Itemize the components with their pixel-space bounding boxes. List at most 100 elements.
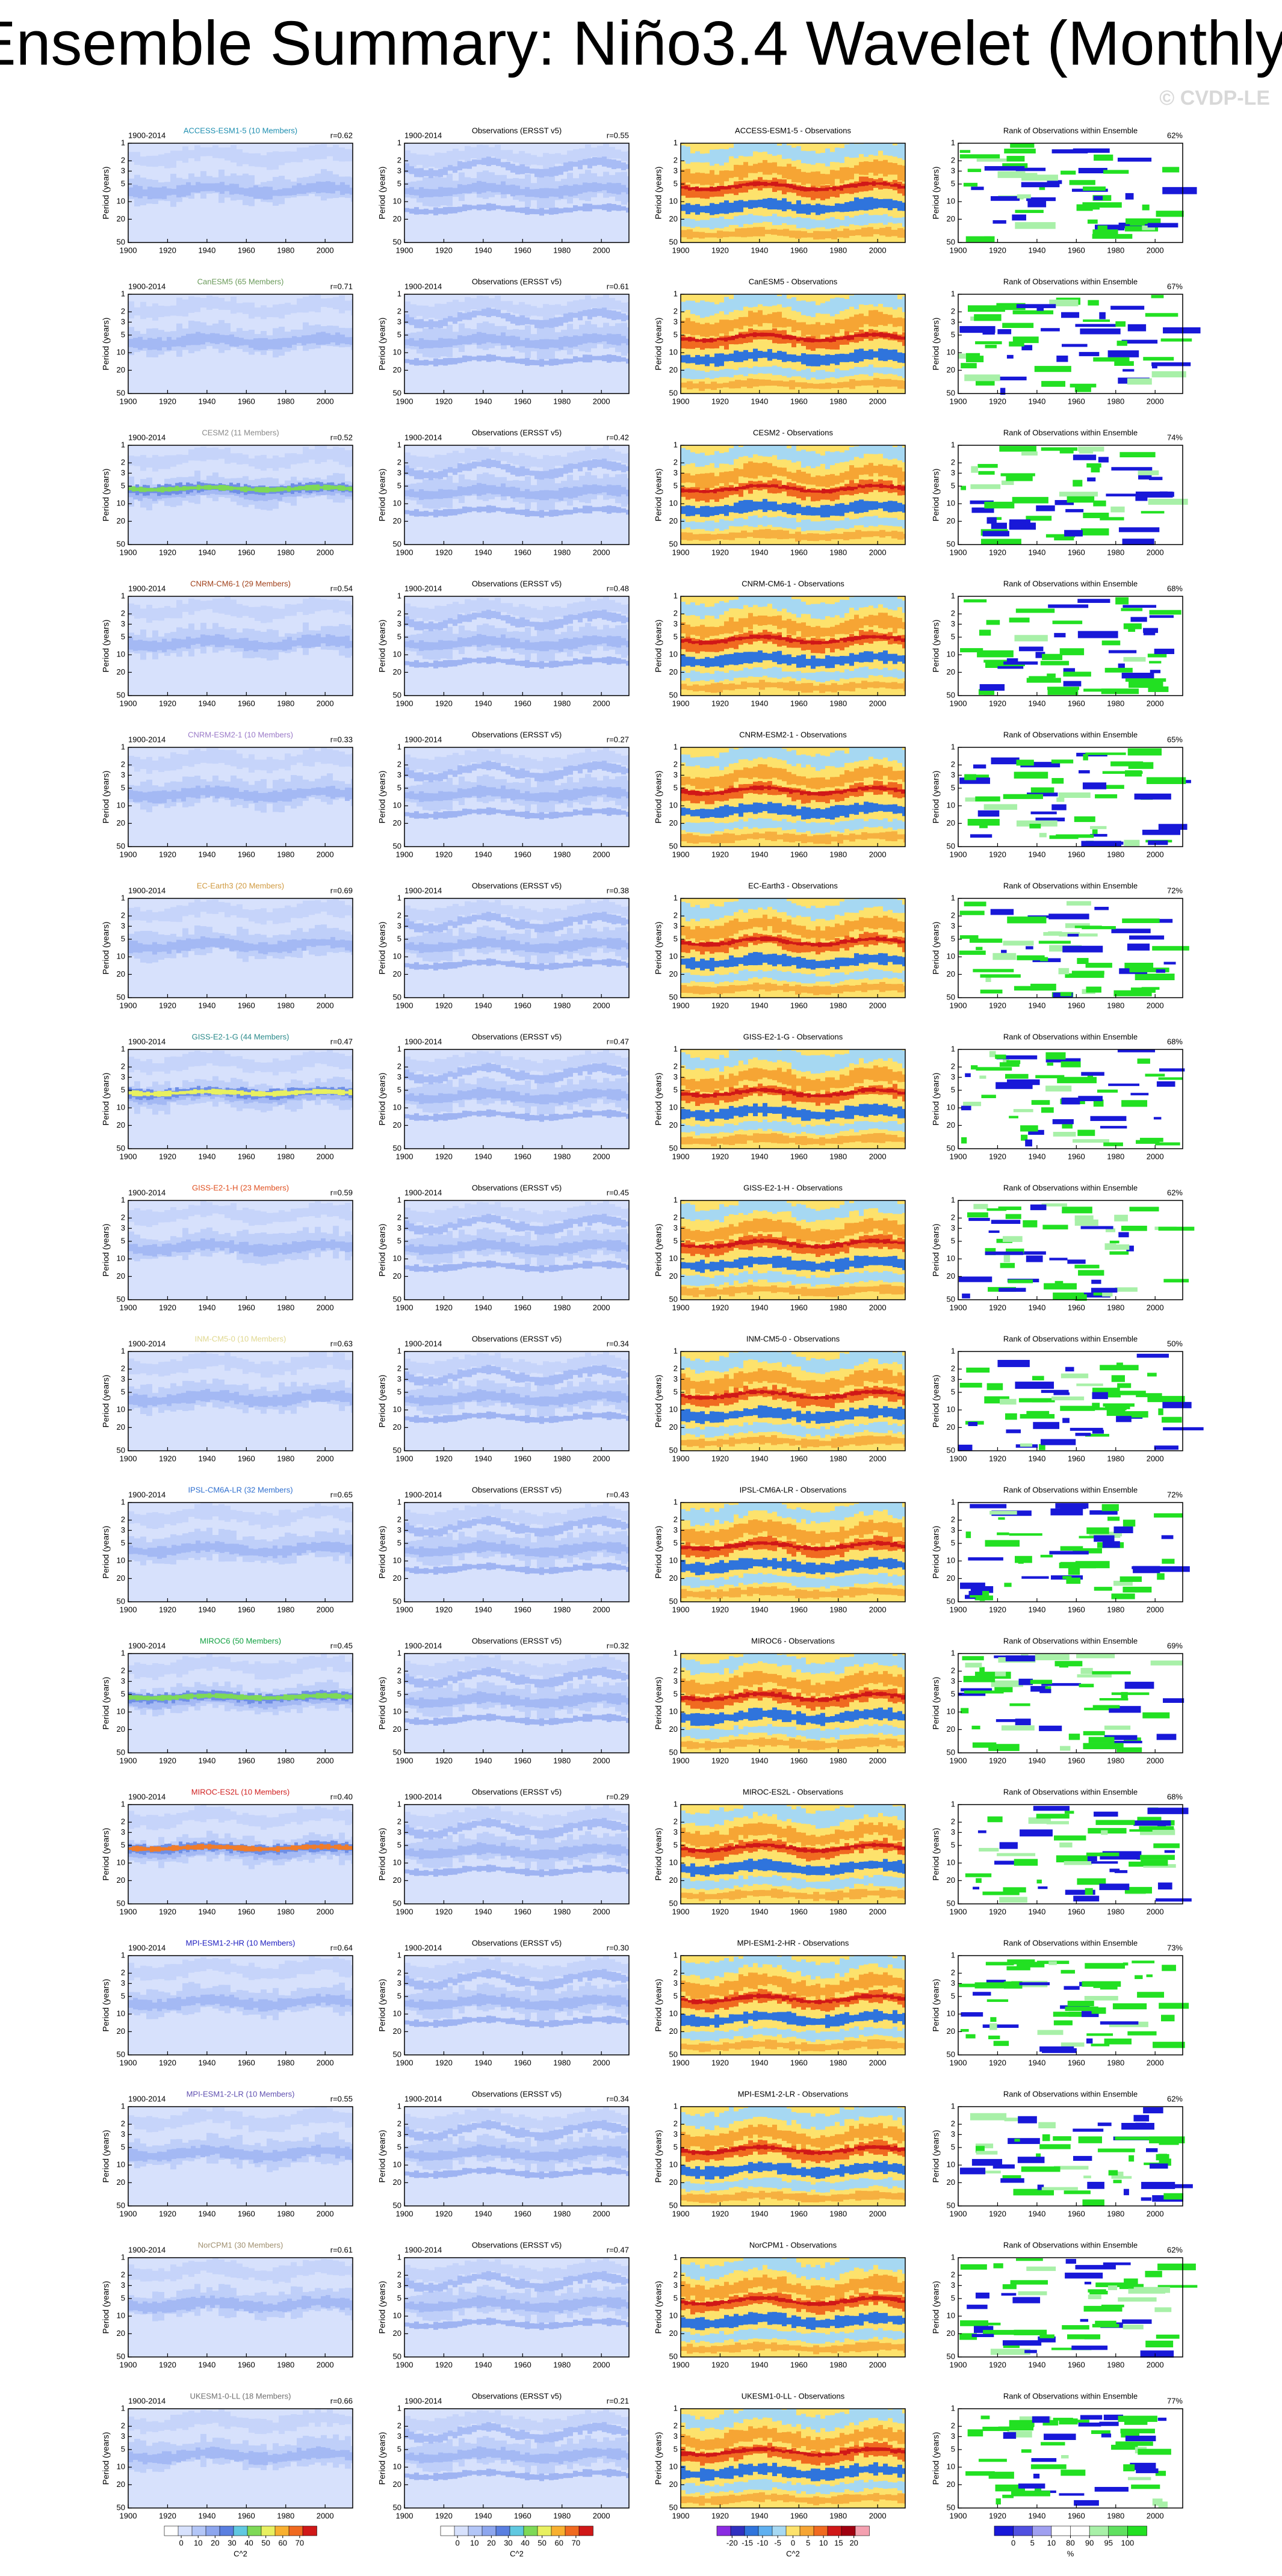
field-patch <box>621 917 626 925</box>
field-patch <box>883 348 888 362</box>
field-patch <box>849 201 854 212</box>
field-patch <box>438 187 443 197</box>
field-patch <box>525 908 531 921</box>
field-patch <box>840 520 844 528</box>
field-patch <box>1083 754 1088 761</box>
field-patch <box>888 805 893 812</box>
field-patch <box>128 456 134 466</box>
field-patch <box>237 753 243 770</box>
field-patch <box>796 485 801 499</box>
field-patch <box>902 366 905 378</box>
field-patch <box>897 747 902 763</box>
field-patch <box>820 520 825 531</box>
field-patch <box>1063 681 1082 687</box>
field-patch <box>724 487 729 498</box>
field-patch <box>520 189 525 196</box>
y-axis-label: Period (years) <box>377 922 387 975</box>
field-patch <box>489 902 495 912</box>
field-patch <box>977 464 998 468</box>
field-patch <box>152 791 157 804</box>
field-patch <box>429 209 433 214</box>
field-patch <box>607 159 612 168</box>
field-patch <box>791 502 796 515</box>
field-patch <box>277 189 282 196</box>
field-patch <box>865 635 869 639</box>
field-patch <box>467 788 472 798</box>
field-patch <box>964 774 989 780</box>
field-patch <box>147 187 152 200</box>
field-patch <box>688 638 692 643</box>
field-patch <box>825 672 830 681</box>
field-patch <box>194 297 200 312</box>
field-patch <box>220 786 225 797</box>
field-patch <box>409 963 414 969</box>
field-patch <box>985 344 997 348</box>
y-tick-label: 2 <box>951 609 955 618</box>
field-patch <box>796 487 800 491</box>
field-patch <box>681 684 687 690</box>
field-patch <box>128 489 133 498</box>
x-tick-label: 1920 <box>711 246 729 255</box>
field-patch <box>196 182 200 193</box>
field-patch <box>587 959 592 967</box>
field-patch <box>758 747 763 758</box>
field-patch <box>237 904 243 918</box>
field-patch <box>753 616 758 625</box>
field-patch <box>326 939 330 945</box>
field-patch <box>749 786 753 790</box>
field-patch <box>724 621 729 634</box>
field-patch <box>443 791 448 801</box>
field-patch <box>825 604 830 616</box>
field-patch <box>876 635 879 638</box>
field-patch <box>462 657 467 664</box>
field-patch <box>164 455 170 469</box>
field-patch <box>255 153 261 167</box>
field-patch <box>772 747 777 758</box>
field-patch <box>710 639 714 652</box>
field-patch <box>991 757 1020 765</box>
x-tick-label: 1960 <box>1068 548 1085 557</box>
field-patch <box>897 683 903 689</box>
field-patch <box>763 596 767 607</box>
field-patch <box>597 448 603 460</box>
field-patch <box>753 484 757 487</box>
field-patch <box>205 785 210 798</box>
field-patch <box>902 504 905 513</box>
field-patch <box>864 596 869 607</box>
field-patch <box>843 184 847 188</box>
field-patch <box>443 620 448 628</box>
field-patch <box>820 638 825 654</box>
field-patch <box>686 487 690 500</box>
field-patch <box>859 767 864 781</box>
field-patch <box>182 754 188 766</box>
field-patch <box>433 472 438 478</box>
field-patch <box>531 759 537 769</box>
field-patch <box>410 606 416 620</box>
field-patch <box>878 445 883 454</box>
field-patch <box>244 790 249 802</box>
field-patch <box>710 302 714 316</box>
field-patch <box>806 336 811 350</box>
field-patch <box>739 596 743 610</box>
x-tick-label: 1980 <box>1107 397 1124 406</box>
field-patch <box>583 763 587 770</box>
field-patch <box>1121 673 1154 679</box>
field-patch <box>840 672 844 679</box>
field-patch <box>1009 617 1030 623</box>
y-tick-label: 3 <box>397 921 401 930</box>
field-patch <box>615 904 621 914</box>
field-patch <box>893 653 897 664</box>
x-tick-label: 1960 <box>514 397 531 406</box>
field-patch <box>510 939 515 952</box>
field-patch <box>771 832 777 841</box>
field-patch <box>873 310 878 327</box>
field-patch <box>477 355 482 362</box>
field-patch <box>234 940 239 951</box>
field-patch <box>869 516 873 526</box>
field-patch <box>433 925 438 931</box>
field-patch <box>234 184 239 194</box>
field-patch <box>519 452 525 469</box>
field-patch <box>305 485 309 491</box>
field-patch <box>1087 477 1096 482</box>
field-patch <box>844 517 849 530</box>
